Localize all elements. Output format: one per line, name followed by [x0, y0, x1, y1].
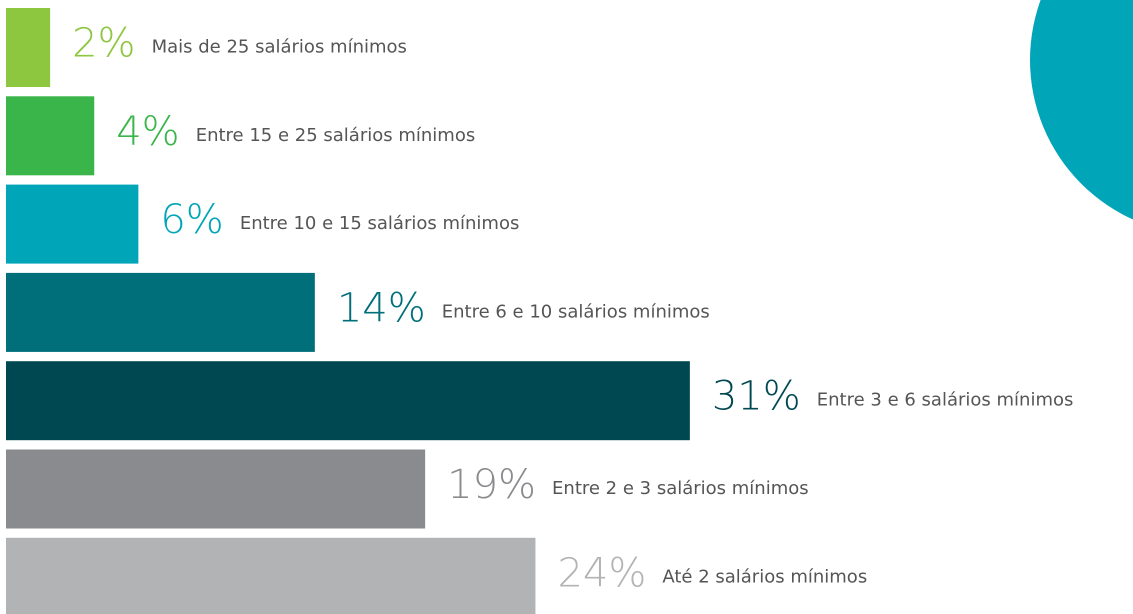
bar: [6, 8, 51, 87]
value-label: 4%: [116, 109, 179, 155]
bar: [6, 361, 690, 441]
value-label: 6%: [160, 197, 223, 243]
category-label: Até 2 salários mínimos: [662, 566, 867, 587]
bar: [6, 272, 315, 352]
category-label: Entre 2 e 3 salários mínimos: [552, 478, 809, 499]
value-label: 19%: [447, 462, 536, 508]
category-label: Entre 3 e 6 salários mínimos: [817, 390, 1074, 411]
value-label: 2%: [72, 21, 135, 67]
bar: [6, 537, 536, 614]
bar: [6, 449, 426, 529]
value-label: 24%: [557, 550, 646, 596]
bar: [6, 96, 95, 176]
value-label: 14%: [337, 285, 426, 331]
category-label: Entre 6 e 10 salários mínimos: [442, 301, 710, 322]
category-label: Mais de 25 salários mínimos: [152, 37, 407, 58]
bar: [6, 184, 139, 264]
category-label: Entre 15 e 25 salários mínimos: [196, 125, 476, 146]
decorative-circle: [1030, 0, 1133, 220]
value-label: 31%: [712, 374, 801, 420]
category-label: Entre 10 e 15 salários mínimos: [240, 213, 520, 234]
